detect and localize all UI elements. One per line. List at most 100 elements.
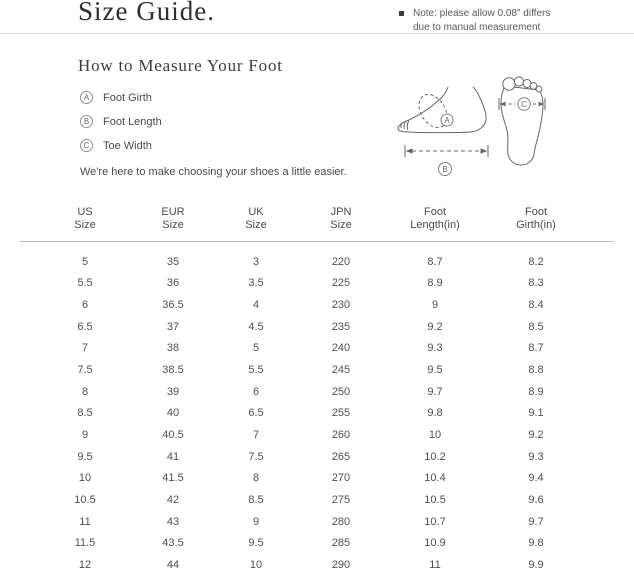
table-cell: 41 — [166, 450, 180, 463]
table-cell: 8.4 — [528, 299, 544, 312]
table-row: 11.5 43.5 9.5 285 10.9 9.8 — [20, 532, 614, 554]
table-cell: 9.3 — [427, 342, 443, 355]
table-row: 9 40.5 7 260 10 9.2 — [20, 424, 614, 446]
table-row: 7.5 38.5 5.5 245 9.5 8.8 — [20, 359, 614, 381]
measure-legend: A Foot Girth B Foot Length C Toe Width — [80, 91, 162, 163]
table-cell: 9.3 — [528, 450, 544, 463]
table-row: 8 39 6 250 9.7 8.9 — [20, 381, 614, 403]
table-cell: 38.5 — [162, 364, 184, 377]
table-cell: 260 — [331, 428, 351, 441]
column-header: US Size — [74, 206, 96, 231]
legend-label: Foot Length — [103, 115, 162, 128]
table-cell: 8 — [252, 472, 260, 485]
table-row: 9.5 41 7.5 265 10.2 9.3 — [20, 446, 614, 468]
table-cell: 275 — [331, 493, 351, 506]
table-cell: 44 — [166, 558, 180, 571]
tagline: We're here to make choosing your shoes a… — [80, 166, 347, 178]
table-cell: 6.5 — [77, 320, 93, 333]
table-row: 12 44 10 290 11 9.9 — [20, 554, 614, 575]
table-cell: 5.5 — [248, 364, 264, 377]
page-title: Size Guide. — [78, 0, 215, 26]
table-cell: 9.8 — [427, 407, 443, 420]
table-row: 10.5 42 8.5 275 10.5 9.6 — [20, 489, 614, 511]
table-cell: 10.7 — [424, 515, 446, 528]
measure-heading: How to Measure Your Foot — [78, 56, 283, 75]
table-cell: 9.9 — [528, 558, 544, 571]
column-header: Foot Length(in) — [410, 206, 460, 231]
table-cell: 10.4 — [424, 472, 446, 485]
table-cell: 5 — [252, 342, 260, 355]
table-cell: 10 — [249, 558, 263, 571]
table-cell: 8.2 — [528, 255, 544, 268]
table-cell: 9 — [252, 515, 260, 528]
table-cell: 6.5 — [248, 407, 264, 420]
circled-letter-icon: A — [80, 91, 93, 104]
column-header: UK Size — [245, 206, 267, 231]
label-a: A — [444, 116, 450, 125]
table-cell: 9.5 — [77, 450, 93, 463]
table-cell: 270 — [331, 472, 351, 485]
table-cell: 10 — [428, 428, 442, 441]
table-row: 5 35 3 220 8.7 8.2 — [20, 245, 614, 273]
table-cell: 8.5 — [77, 407, 93, 420]
table-cell: 8.7 — [427, 255, 443, 268]
label-c: C — [521, 100, 527, 109]
table-cell: 36 — [166, 277, 180, 290]
sole-outline — [500, 85, 544, 166]
side-foot-outline — [397, 86, 487, 134]
table-cell: 8.7 — [528, 342, 544, 355]
table-cell: 7.5 — [77, 364, 93, 377]
table-cell: 8.9 — [427, 277, 443, 290]
circled-letter-icon: B — [80, 115, 93, 128]
table-cell: 240 — [331, 342, 351, 355]
table-cell: 40 — [166, 407, 180, 420]
table-cell: 11 — [79, 515, 91, 528]
table-cell: 230 — [331, 299, 351, 312]
table-cell: 220 — [331, 255, 351, 268]
table-cell: 11 — [429, 558, 441, 571]
table-cell: 245 — [331, 364, 351, 377]
measurement-note: Note: please allow 0.08" differs due to … — [399, 7, 550, 34]
table-cell: 7 — [81, 342, 89, 355]
table-row: 11 43 9 280 10.7 9.7 — [20, 511, 614, 533]
table-cell: 43.5 — [162, 537, 184, 550]
table-cell: 9.2 — [528, 428, 544, 441]
circled-letter-icon: C — [80, 139, 93, 152]
table-cell: 7.5 — [248, 450, 264, 463]
foot-measurement-illustration-icon: A B C — [397, 76, 546, 176]
table-cell: 9 — [431, 299, 439, 312]
table-cell: 9.2 — [427, 320, 443, 333]
table-cell: 9.7 — [528, 515, 544, 528]
table-cell: 290 — [331, 558, 351, 571]
table-cell: 8.5 — [528, 320, 544, 333]
table-cell: 10.9 — [424, 537, 446, 550]
note-line-1: Note: please allow 0.08" differs — [413, 8, 551, 19]
column-header: JPN Size — [330, 206, 352, 231]
table-cell: 285 — [331, 537, 351, 550]
note-text: Note: please allow 0.08" differs due to … — [413, 7, 550, 34]
table-row: 6.5 37 4.5 235 9.2 8.5 — [20, 316, 614, 338]
square-bullet-icon — [399, 11, 404, 16]
table-cell: 5 — [81, 255, 89, 268]
legend-item-c: C Toe Width — [80, 139, 162, 152]
legend-item-b: B Foot Length — [80, 115, 162, 128]
table-cell: 10.2 — [424, 450, 446, 463]
table-cell: 5.5 — [77, 277, 93, 290]
table-cell: 8.5 — [248, 493, 264, 506]
size-table: US Size EUR Size UK Size JPN Size Foot Length(in)… — [20, 197, 614, 575]
table-row: 7 38 5 240 9.3 8.7 — [20, 338, 614, 360]
table-cell: 6 — [252, 385, 260, 398]
table-row: 10 41.5 8 270 10.4 9.4 — [20, 467, 614, 489]
table-cell: 6 — [81, 299, 89, 312]
table-cell: 9.8 — [528, 537, 544, 550]
table-cell: 11.5 — [74, 537, 96, 550]
table-cell: 4 — [252, 299, 260, 312]
table-cell: 40.5 — [162, 428, 184, 441]
girth-dashed-ellipse — [418, 93, 448, 129]
table-cell: 225 — [331, 277, 351, 290]
table-cell: 12 — [78, 558, 92, 571]
size-table-header-row: US Size EUR Size UK Size JPN Size Foot Length(in)… — [20, 197, 614, 245]
table-cell: 42 — [166, 493, 180, 506]
table-cell: 9.6 — [528, 493, 544, 506]
